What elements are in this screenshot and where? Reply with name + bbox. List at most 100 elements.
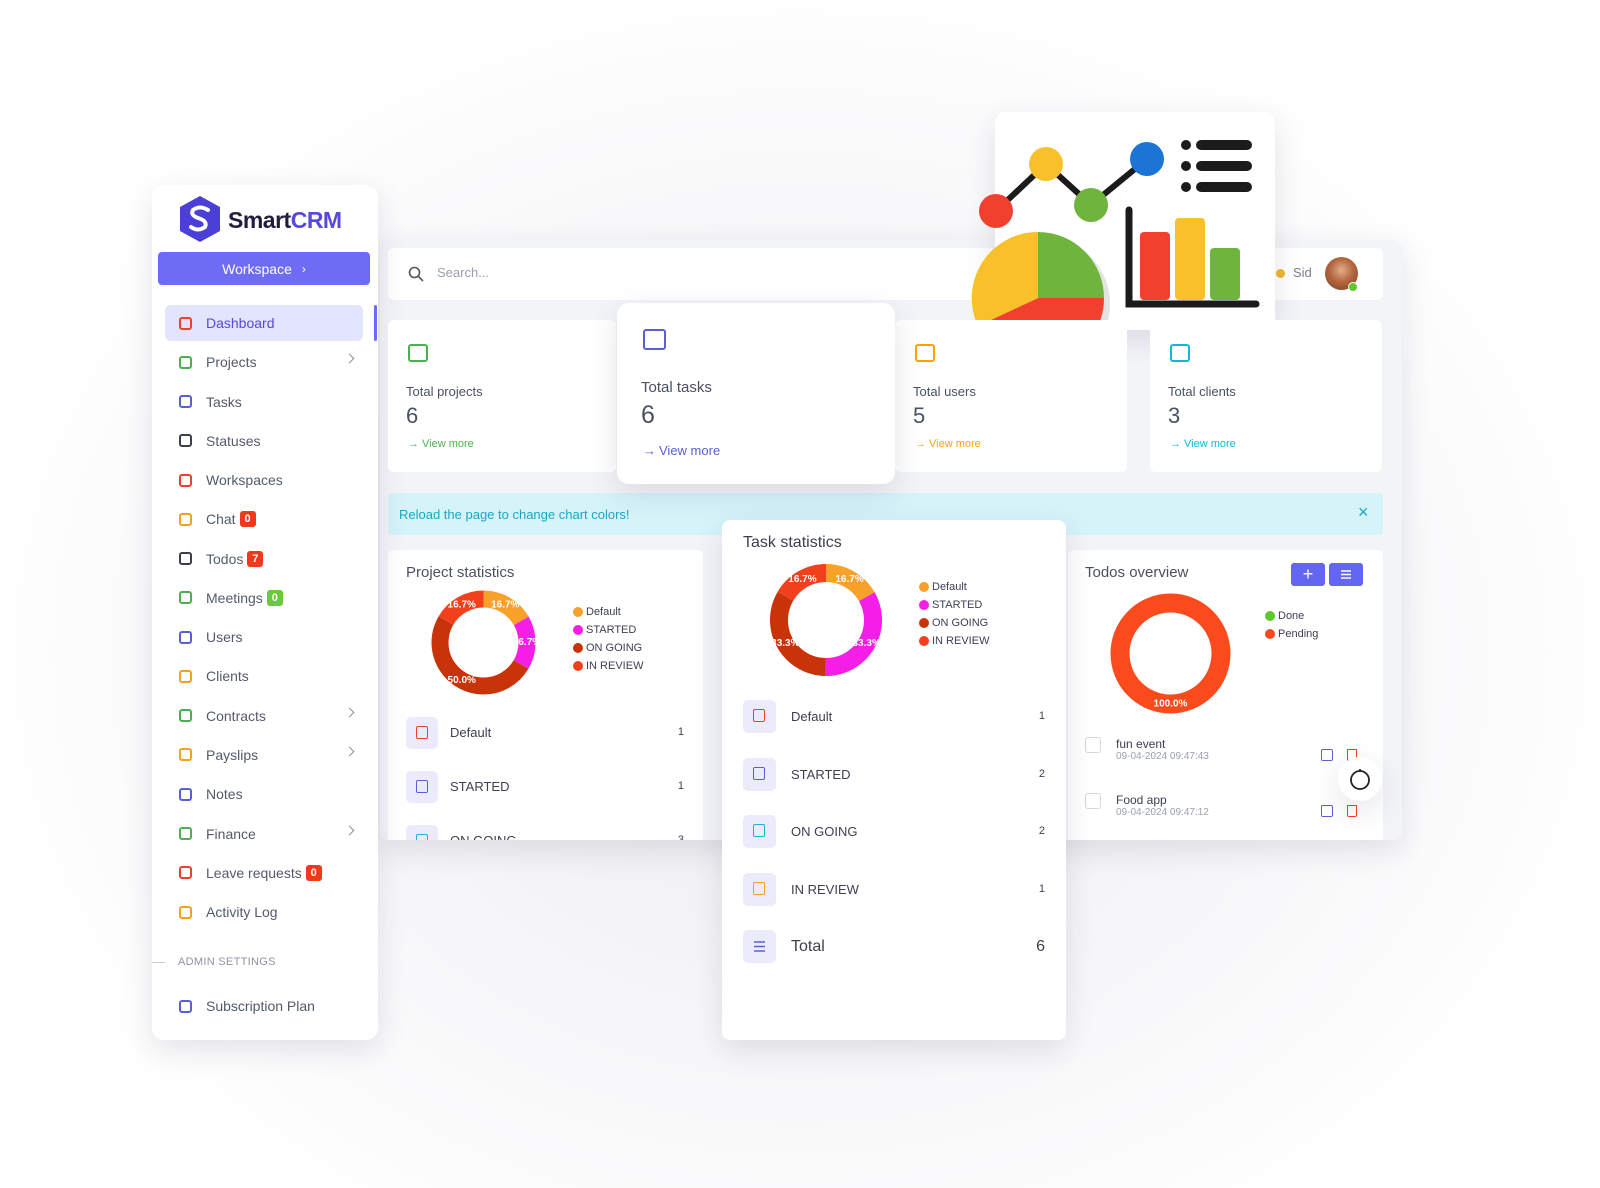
edit-button[interactable] [1321, 805, 1333, 817]
nav-label: Notes [206, 786, 243, 803]
nav-icon [179, 355, 192, 369]
view-more-link[interactable]: → View more [1170, 438, 1236, 450]
todo-timestamp: 09-04-2024 09:47:12 [1116, 807, 1209, 818]
nav-item[interactable]: Statuses [165, 423, 363, 459]
stat-card: Total users 5 → View more [895, 320, 1127, 472]
donut-label: 50.0% [447, 674, 475, 685]
legend: Done Pending [1265, 607, 1318, 643]
badge: 0 [239, 511, 256, 528]
nav-label: Payslips [206, 746, 259, 763]
legend-entry[interactable]: Done [1265, 607, 1318, 625]
nav-item[interactable]: Projects [165, 344, 363, 380]
logo-icon [180, 196, 220, 242]
donut-label: 33.3% [852, 638, 880, 649]
legend-entry[interactable]: ON GOING [919, 614, 989, 632]
donut-segment [770, 564, 882, 676]
todo-timestamp: 09-04-2024 09:47:43 [1116, 751, 1209, 762]
active-indicator [374, 305, 377, 341]
nav-label: Dashboard [206, 315, 275, 331]
button-label: Workspace [222, 260, 292, 277]
link-text: View more [422, 438, 474, 450]
donut-segment [770, 564, 882, 676]
nav-item[interactable]: Meetings 0 [165, 580, 363, 616]
legend-entry[interactable]: Default [573, 603, 643, 621]
todo-title: fun event [1116, 737, 1166, 751]
nav-item[interactable]: Contracts [165, 698, 363, 734]
nav-label: Clients [206, 668, 249, 685]
view-more-link[interactable]: → View more [408, 438, 474, 450]
legend-entry[interactable]: IN REVIEW [919, 632, 989, 650]
nav-item[interactable]: Chat 0 [165, 501, 363, 537]
nav-label: Projects [206, 354, 257, 371]
legend-entry[interactable]: Pending [1265, 625, 1318, 643]
legend-label: STARTED [932, 599, 983, 611]
nav-icon [179, 827, 192, 840]
stat-icon [1170, 344, 1190, 362]
add-button[interactable]: + [1291, 563, 1325, 586]
list-icon [1341, 570, 1351, 579]
view-more-link[interactable]: → View more [643, 443, 720, 458]
nav-item[interactable]: Subscription Plan [165, 988, 363, 1024]
donut-label: 16.7% [835, 574, 863, 585]
nav-item[interactable]: Dashboard [165, 305, 363, 341]
section-heading: ADMIN SETTINGS [178, 956, 276, 968]
nav-label: Todos [206, 550, 244, 567]
nav-icon [179, 630, 192, 644]
timer-button[interactable] [1338, 757, 1382, 801]
section-rule [152, 962, 165, 963]
nav-item[interactable]: Workspaces [165, 462, 363, 498]
timer-icon [1350, 769, 1370, 790]
legend-entry[interactable]: ON GOING [573, 639, 643, 657]
row-count: 1 [1038, 883, 1045, 896]
legend-dot [919, 636, 929, 646]
search-input[interactable]: Search... [437, 265, 490, 280]
legend-dot [919, 582, 929, 592]
stat-value: 6 [406, 403, 419, 428]
legend-dot [573, 607, 583, 617]
nav-item[interactable]: Users [165, 619, 363, 655]
delete-button[interactable] [1347, 805, 1357, 817]
workspace-button[interactable]: Workspace › [158, 252, 370, 285]
row-count: 3 [677, 834, 684, 840]
legend-label: Done [1278, 610, 1305, 622]
stat-label: Total projects [406, 384, 483, 399]
alert-text: Reload the page to change chart colors! [399, 507, 630, 522]
nav-item[interactable]: Tasks [165, 384, 363, 420]
view-more-link[interactable]: → View more [915, 438, 981, 450]
legend-entry[interactable]: IN REVIEW [573, 657, 643, 675]
list-button[interactable] [1329, 563, 1363, 586]
row-count: 2 [1038, 825, 1045, 838]
legend: Default STARTED ON GOING IN REVIEW [573, 603, 643, 675]
row-icon [743, 873, 776, 907]
panel-title: Task statistics [743, 534, 842, 551]
search-icon [408, 266, 424, 282]
arrow: → [643, 443, 656, 458]
legend-entry[interactable]: STARTED [573, 621, 643, 639]
legend-entry[interactable]: Default [919, 578, 989, 596]
legend-entry[interactable]: STARTED [919, 596, 989, 614]
donut-segment [1110, 593, 1230, 713]
nav-icon [179, 748, 192, 762]
nav-item[interactable]: Notes [165, 776, 363, 812]
nav-icon [179, 552, 192, 566]
alert-close[interactable]: × [1358, 502, 1369, 522]
todo-checkbox[interactable] [1085, 737, 1101, 753]
nav-icon [179, 709, 192, 723]
legend-label: ON GOING [586, 642, 643, 654]
donut-segment [431, 590, 535, 694]
edit-button[interactable] [1321, 749, 1333, 761]
nav-item[interactable]: Activity Log [165, 894, 363, 930]
badge: 7 [247, 550, 264, 567]
nav-item[interactable]: Leave requests 0 [165, 855, 363, 891]
user-name[interactable]: Sid [1293, 265, 1312, 280]
row-label: STARTED [791, 766, 851, 782]
legend-dot [573, 625, 583, 635]
nav-item[interactable]: Clients [165, 658, 363, 694]
nav-item[interactable]: Payslips [165, 737, 363, 773]
nav-label: Users [206, 629, 243, 646]
nav-item[interactable]: Todos 7 [165, 541, 363, 577]
legend-label: Pending [1278, 628, 1319, 640]
todo-checkbox[interactable] [1085, 793, 1101, 809]
nav-item[interactable]: Finance [165, 816, 363, 852]
stat-card: Total projects 6 → View more [388, 320, 616, 472]
